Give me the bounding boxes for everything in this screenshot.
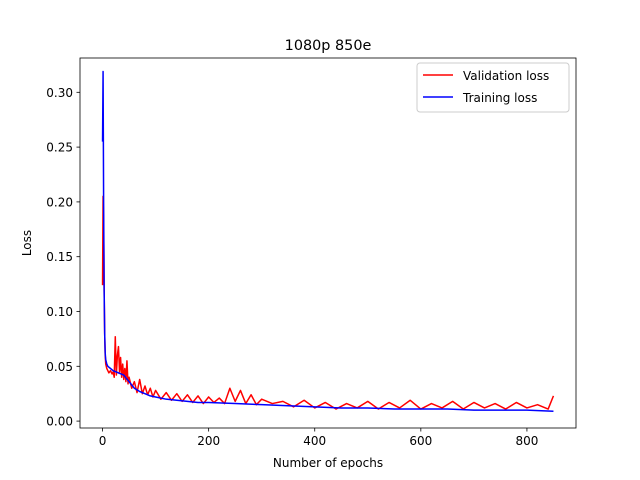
y-tick-label: 0.10 [46,305,73,319]
plot-frame [79,57,577,429]
x-tick-label: 200 [197,434,220,448]
legend-label-validation: Validation loss [463,69,549,83]
series-layer [101,70,555,412]
y-axis: 0.00 0.05 0.10 0.15 0.20 0.25 0.30 [46,86,80,429]
chart-title: 1080p 850e [285,38,372,54]
y-axis-label: Loss [20,230,34,256]
legend-box [416,62,570,113]
y-tick-label: 0.20 [46,195,73,209]
series-line-validation [101,195,555,410]
x-axis-label: Number of epochs [273,456,383,470]
x-tick-label: 600 [409,434,432,448]
legend-label-training: Training loss [462,91,537,105]
y-tick-label: 0.00 [46,415,73,429]
x-tick-label: 0 [99,434,107,448]
legend: Validation loss Training loss [416,62,570,113]
y-tick-label: 0.05 [46,360,73,374]
x-axis: 0 200 400 600 800 [99,428,538,448]
x-tick-label: 400 [303,434,326,448]
plot-area [79,57,577,429]
series-line-training [101,70,554,412]
y-tick-label: 0.15 [46,250,73,264]
x-tick-label: 800 [515,434,538,448]
y-tick-label: 0.25 [46,141,73,155]
y-tick-label: 0.30 [46,86,73,100]
